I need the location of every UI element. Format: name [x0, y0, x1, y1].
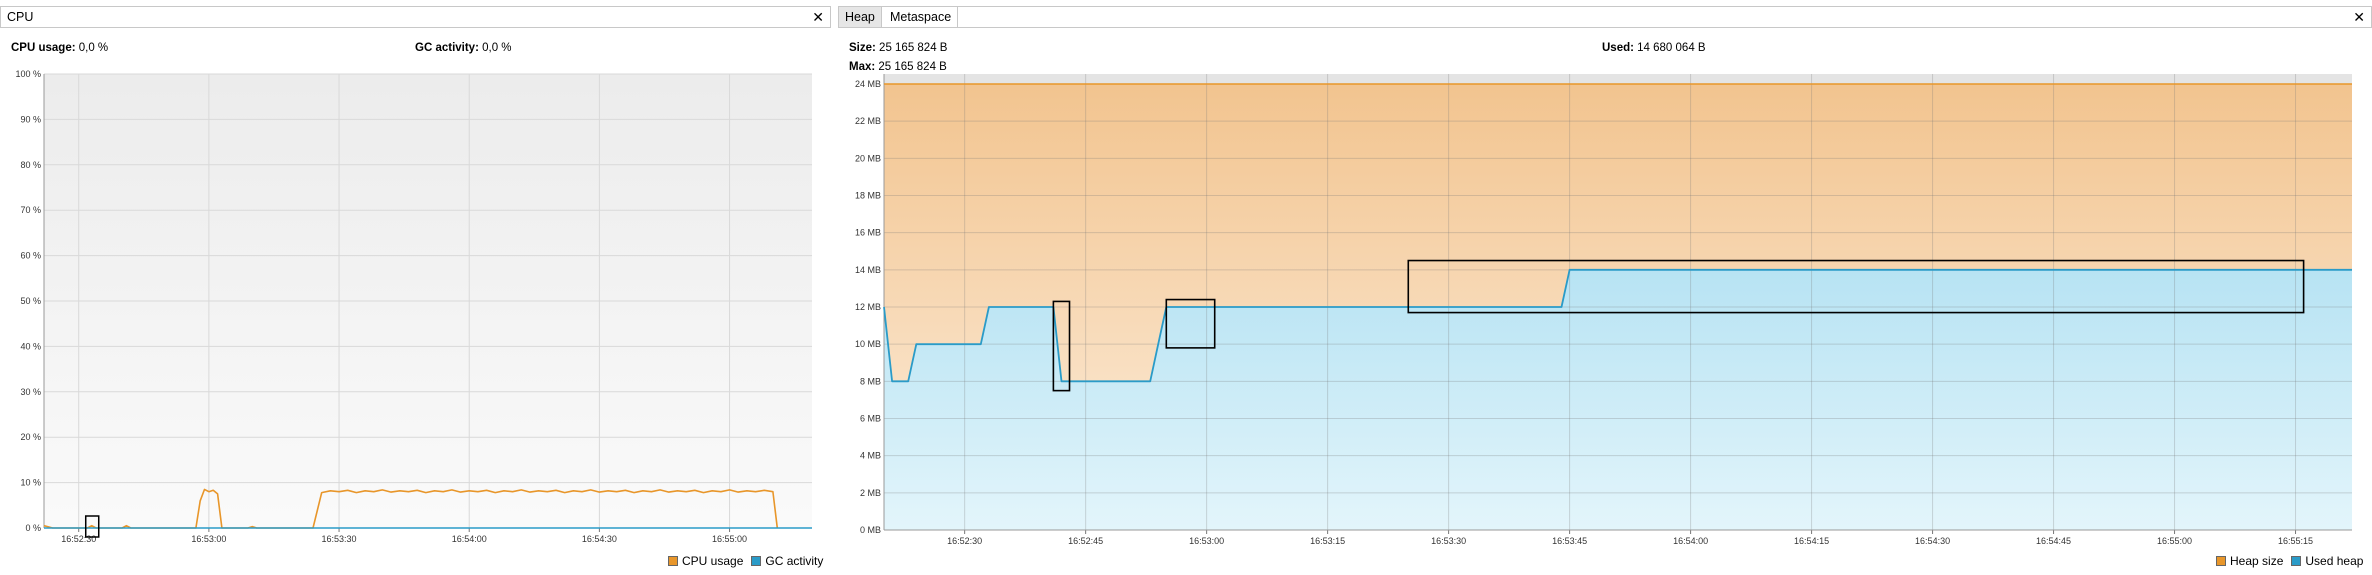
cpu-y-tick-label: 100 % — [15, 69, 41, 79]
cpu-y-tick-label: 20 % — [20, 432, 41, 442]
heap-chart: 0 MB 2 MB 4 MB 6 MB 8 MB 10 MB 12 MB 14 MB 16 MB… — [855, 74, 2352, 546]
cpu-x-tick-label: 16:53:30 — [322, 534, 357, 544]
used-heap-area — [884, 269, 2352, 530]
cpu-y-tick-label: 90 % — [20, 114, 41, 124]
heap-x-tick-label: 16:53:45 — [1552, 536, 1587, 546]
close-heap-icon[interactable]: ✕ — [2353, 9, 2365, 25]
cpu-usage-legend-swatch — [668, 556, 678, 566]
heap-y-tick-label: 22 MB — [855, 116, 881, 126]
heap-x-tick-label: 16:54:45 — [2036, 536, 2071, 546]
gc-activity-label: GC activity: — [415, 42, 479, 54]
heap-x-tick-label: 16:54:15 — [1794, 536, 1829, 546]
heap-size-label: Size: — [849, 42, 876, 54]
heap-y-tick-label: 6 MB — [860, 414, 881, 424]
cpu-highlight-box — [84, 515, 100, 538]
heap-used-stat: Used: 14 680 064 B — [1602, 42, 1706, 54]
cpu-usage-label: CPU usage: — [11, 42, 76, 54]
heap-y-tick-label: 0 MB — [860, 525, 881, 535]
heap-panel: Heap Metaspace ✕ Size: 25 165 824 B Max:… — [838, 0, 2372, 575]
heap-x-tick-label: 16:55:00 — [2157, 536, 2192, 546]
cpu-legend: CPU usage GC activity — [668, 554, 823, 568]
cpu-usage-value: 0,0 % — [78, 42, 109, 54]
cpu-panel: CPU ✕ CPU usage: 0,0 % GC activity: 0,0 … — [0, 0, 831, 575]
close-cpu-icon[interactable]: ✕ — [812, 9, 824, 25]
cpu-y-tick-label: 10 % — [20, 478, 41, 488]
heap-highlight-box-2 — [1165, 298, 1216, 349]
heap-highlight-box-1 — [1052, 300, 1071, 392]
gc-activity-value: 0,0 % — [482, 42, 512, 54]
heap-x-tick-label: 16:52:30 — [947, 536, 982, 546]
heap-x-tick-label: 16:55:15 — [2278, 536, 2313, 546]
heap-y-tick-label: 18 MB — [855, 191, 881, 201]
used-heap-legend-swatch — [2291, 556, 2302, 566]
cpu-usage-line — [43, 488, 779, 529]
heap-size-legend-swatch — [2216, 556, 2226, 566]
heap-y-tick-label: 24 MB — [855, 79, 881, 89]
used-heap-legend-label: Used heap — [2305, 554, 2364, 568]
cpu-y-tick-label: 40 % — [20, 341, 41, 351]
heap-x-tick-label: 16:52:45 — [1068, 536, 1103, 546]
tab-heap[interactable]: Heap — [839, 7, 882, 27]
panel-splitter[interactable] — [831, 0, 838, 575]
gc-activity-legend-label: GC activity — [765, 554, 824, 568]
cpu-usage-legend-label: CPU usage — [682, 554, 744, 568]
gc-activity-stat: GC activity: 0,0 % — [415, 42, 512, 54]
cpu-x-tick-label: 16:52:30 — [61, 534, 96, 544]
gc-activity-legend-swatch — [751, 556, 762, 566]
heap-size-stat: Size: 25 165 824 B — [849, 42, 947, 54]
cpu-y-tick-label: 30 % — [20, 387, 41, 397]
heap-y-tick-label: 20 MB — [855, 153, 881, 163]
heap-y-tick-label: 4 MB — [860, 451, 881, 461]
heap-max-label: Max: — [849, 61, 876, 73]
heap-size-legend-label: Heap size — [2230, 554, 2284, 568]
heap-legend: Heap size Used heap — [2216, 554, 2363, 568]
heap-y-tick-label: 14 MB — [855, 265, 881, 275]
heap-y-tick-label: 12 MB — [855, 302, 881, 312]
heap-x-tick-label: 16:54:30 — [1915, 536, 1950, 546]
heap-x-tick-label: 16:53:00 — [1189, 536, 1224, 546]
heap-used-value: 14 680 064 B — [1637, 42, 1706, 54]
tab-metaspace[interactable]: Metaspace — [884, 7, 959, 27]
heap-y-tick-label: 16 MB — [855, 228, 881, 238]
used-heap-line — [883, 268, 2352, 383]
tab-cpu[interactable]: CPU — [7, 10, 34, 24]
cpu-tabbar: CPU ✕ — [0, 6, 831, 28]
heap-x-tick-label: 16:53:15 — [1310, 536, 1345, 546]
heap-used-label: Used: — [1602, 42, 1634, 54]
cpu-x-tick-label: 16:53:00 — [191, 534, 226, 544]
heap-x-tick-label: 16:53:30 — [1431, 536, 1466, 546]
heap-max-value: 25 165 824 B — [878, 61, 947, 73]
cpu-y-tick-label: 80 % — [20, 160, 41, 170]
cpu-x-tick-label: 16:54:30 — [582, 534, 617, 544]
heap-max-stat: Max: 25 165 824 B — [849, 61, 947, 73]
cpu-y-tick-label: 70 % — [20, 205, 41, 215]
heap-tabbar: Heap Metaspace ✕ — [838, 6, 2372, 28]
heap-size-value: 25 165 824 B — [879, 42, 948, 54]
heap-x-tick-label: 16:54:00 — [1673, 536, 1708, 546]
heap-highlight-box-3 — [1407, 259, 2305, 314]
cpu-y-tick-label: 0 % — [25, 523, 41, 533]
heap-y-tick-label: 8 MB — [860, 376, 881, 386]
cpu-y-tick-label: 60 % — [20, 251, 41, 261]
cpu-y-tick-label: 50 % — [20, 296, 41, 306]
cpu-x-tick-label: 16:55:00 — [712, 534, 747, 544]
heap-y-tick-label: 2 MB — [860, 488, 881, 498]
cpu-x-tick-label: 16:54:00 — [452, 534, 487, 544]
cpu-usage-stat: CPU usage: 0,0 % — [11, 42, 108, 54]
heap-y-tick-label: 10 MB — [855, 339, 881, 349]
cpu-chart: 0 % 10 % 20 % 30 % 40 % 50 % 60 % 70 % 80 % 90 % 1… — [15, 69, 812, 544]
